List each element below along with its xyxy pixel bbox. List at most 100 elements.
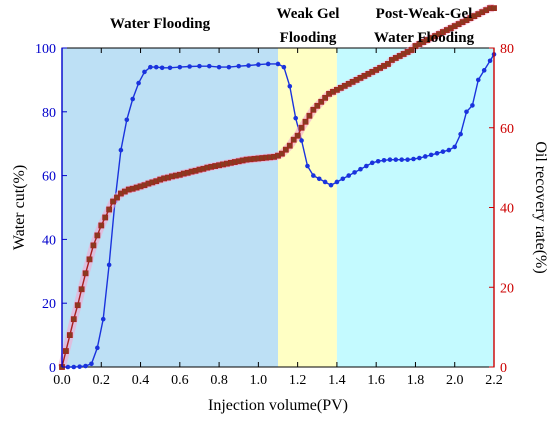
data-point	[302, 118, 309, 125]
data-point	[136, 80, 141, 86]
data-point	[70, 316, 77, 323]
y-left-axis-label: Water cut(%)	[11, 165, 28, 250]
data-point	[167, 65, 173, 71]
data-point	[100, 316, 106, 322]
x-tick-label: 0.4	[132, 373, 150, 388]
data-point	[464, 109, 469, 115]
data-point	[352, 170, 357, 175]
data-point	[187, 64, 192, 69]
x-tick-label: 1.8	[407, 373, 425, 388]
data-point	[246, 63, 251, 68]
x-axis-label: Injection volume(PV)	[208, 397, 348, 414]
data-point	[328, 182, 334, 188]
y-right-tick-label: 20	[500, 281, 514, 296]
x-tick-label: 1.2	[289, 373, 307, 388]
phase-titles: Water Flooding Weak Gel Flooding Post-Weak-…	[110, 6, 475, 46]
data-point	[78, 286, 85, 293]
data-point	[77, 364, 82, 369]
x-tick-label: 0.8	[210, 373, 228, 388]
data-point	[142, 69, 147, 75]
data-point	[90, 242, 97, 249]
data-point	[358, 166, 363, 172]
x-tick-label: 2.2	[485, 373, 503, 388]
data-point	[102, 214, 109, 221]
y-right-axis-label: Oil recovery rate(%)	[532, 141, 549, 273]
data-point	[381, 157, 387, 163]
data-point	[311, 173, 316, 178]
phase-band-3	[336, 48, 494, 367]
y-left-tick-label: 20	[42, 297, 56, 312]
data-point	[177, 64, 183, 70]
axes: 0.0 0.2 0.4 0.6 0.8 1.0 1.2 1.4 1.6 1.8 2.0 2.20204…	[11, 42, 549, 414]
y-right-tick-label: 60	[500, 122, 514, 137]
data-point	[130, 96, 135, 102]
data-point	[399, 157, 405, 162]
data-point	[405, 157, 410, 162]
data-point	[124, 117, 130, 123]
data-point	[364, 163, 369, 169]
data-point	[110, 198, 116, 205]
data-point	[236, 63, 242, 69]
data-point	[385, 61, 391, 67]
data-point	[411, 156, 416, 162]
data-point	[298, 124, 305, 131]
data-point	[305, 163, 310, 169]
data-point	[458, 131, 463, 137]
data-point	[334, 179, 340, 185]
data-point	[265, 61, 271, 67]
data-point	[434, 150, 440, 156]
data-point	[375, 158, 381, 164]
phase-title-3-line-2: Water Flooding	[374, 30, 475, 46]
data-point	[106, 262, 112, 268]
y-left-tick-label: 60	[42, 170, 56, 185]
phase-bands	[62, 48, 494, 367]
data-point	[306, 112, 313, 119]
data-point	[114, 194, 120, 201]
data-point	[310, 106, 317, 113]
data-point	[118, 147, 124, 153]
data-point	[106, 206, 113, 213]
data-point	[408, 47, 415, 53]
data-point	[299, 138, 304, 143]
data-point	[417, 155, 422, 161]
y-left-tick-label: 0	[49, 361, 56, 376]
data-point	[159, 65, 165, 71]
x-tick-label: 0.0	[53, 373, 71, 388]
data-point	[275, 61, 281, 67]
data-point	[148, 64, 153, 70]
x-tick-label: 2.0	[446, 373, 464, 388]
data-point	[446, 147, 452, 153]
data-point	[282, 146, 289, 153]
data-point	[89, 361, 94, 367]
x-tick-label: 1.6	[367, 373, 385, 388]
data-point	[387, 157, 393, 162]
phase-band-1	[62, 48, 278, 367]
phase-title-2-line-1: Weak Gel	[277, 6, 340, 22]
data-point	[293, 115, 298, 121]
data-point	[94, 232, 101, 239]
data-point	[66, 332, 73, 338]
data-point	[470, 103, 475, 108]
data-point	[346, 173, 351, 178]
y-left-tick-label: 40	[42, 233, 56, 248]
x-tick-label: 0.2	[93, 373, 111, 388]
y-right-tick-label: 80	[500, 42, 514, 57]
data-point	[428, 152, 434, 158]
data-point	[226, 64, 232, 70]
data-point	[318, 98, 325, 105]
data-point	[393, 157, 399, 162]
data-point	[256, 62, 261, 67]
data-point	[279, 150, 285, 157]
data-point	[206, 63, 212, 69]
phase-title-1-line-1: Water Flooding	[110, 16, 211, 32]
data-point	[197, 63, 202, 69]
data-point	[475, 77, 481, 83]
data-point	[290, 136, 297, 143]
data-point	[71, 364, 77, 370]
y-right-tick-label: 0	[500, 361, 507, 376]
data-point	[316, 176, 322, 182]
data-point	[487, 58, 493, 64]
phase-title-3-line-1: Post-Weak-Gel	[376, 6, 473, 22]
data-point	[216, 64, 222, 70]
